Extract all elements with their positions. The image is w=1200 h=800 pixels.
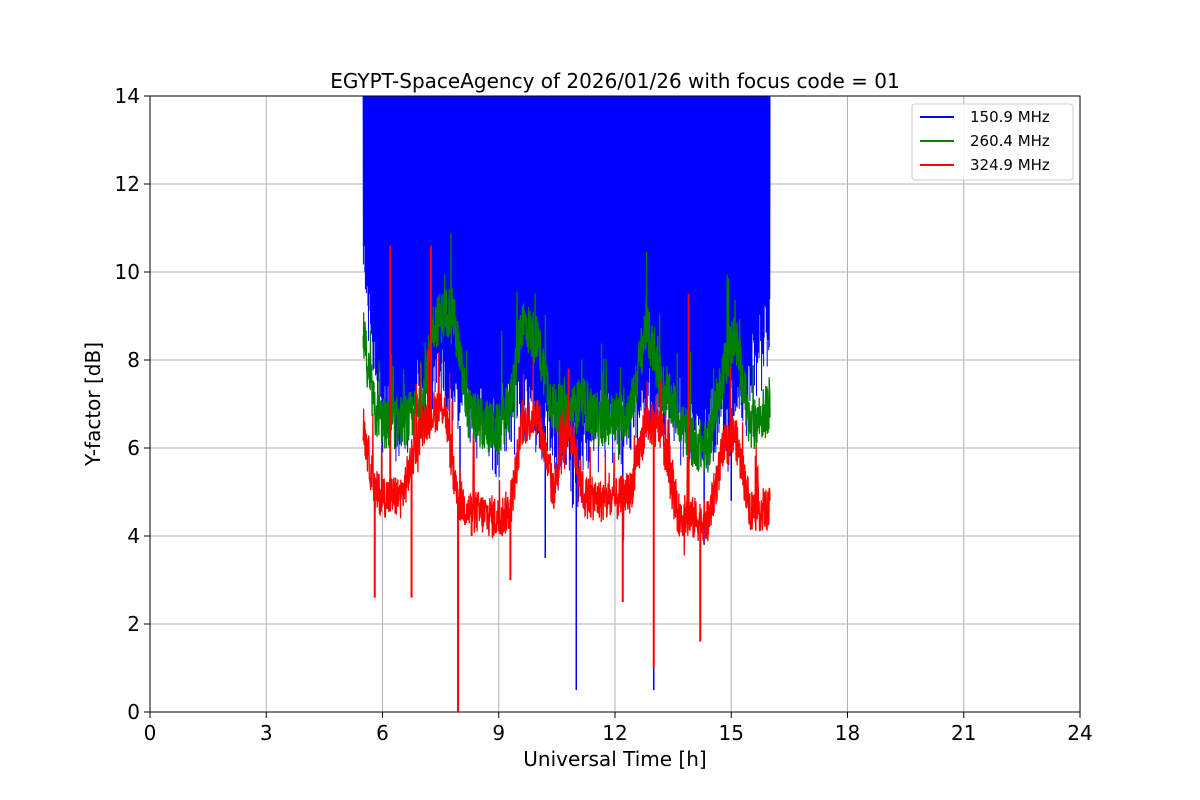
x-axis-label: Universal Time [h]: [523, 747, 706, 771]
x-tick-label: 15: [719, 721, 744, 745]
chart-title: EGYPT-SpaceAgency of 2026/01/26 with foc…: [330, 69, 899, 93]
x-tick-label: 6: [376, 721, 389, 745]
x-tick-label: 12: [602, 721, 627, 745]
x-tick-label: 18: [835, 721, 860, 745]
x-tick-label: 24: [1067, 721, 1092, 745]
x-tick-label: 3: [260, 721, 273, 745]
x-tick-label: 0: [144, 721, 157, 745]
y-tick-label: 10: [115, 260, 140, 284]
legend-label-324-9: 324.9 MHz: [970, 156, 1050, 174]
y-tick-label: 14: [115, 84, 140, 108]
series-layer: [362, 95, 771, 712]
series-324-9----mhz: [362, 245, 771, 712]
x-tick-label: 9: [492, 721, 505, 745]
legend-label-150-9: 150.9 MHz: [970, 108, 1050, 126]
y-tick-label: 12: [115, 172, 140, 196]
y-tick-label: 4: [127, 524, 140, 548]
y-tick-label: 8: [127, 348, 140, 372]
y-tick-label: 2: [127, 612, 140, 636]
y-tick-label: 6: [127, 436, 140, 460]
legend: 150.9 MHz 260.4 MHz 324.9 MHz: [911, 103, 1074, 181]
legend-box: [911, 103, 1074, 181]
x-tick-label: 21: [951, 721, 976, 745]
y-axis-label: Y-factor [dB]: [81, 342, 105, 467]
y-tick-label: 0: [127, 700, 140, 724]
legend-label-260-4: 260.4 MHz: [970, 132, 1050, 150]
